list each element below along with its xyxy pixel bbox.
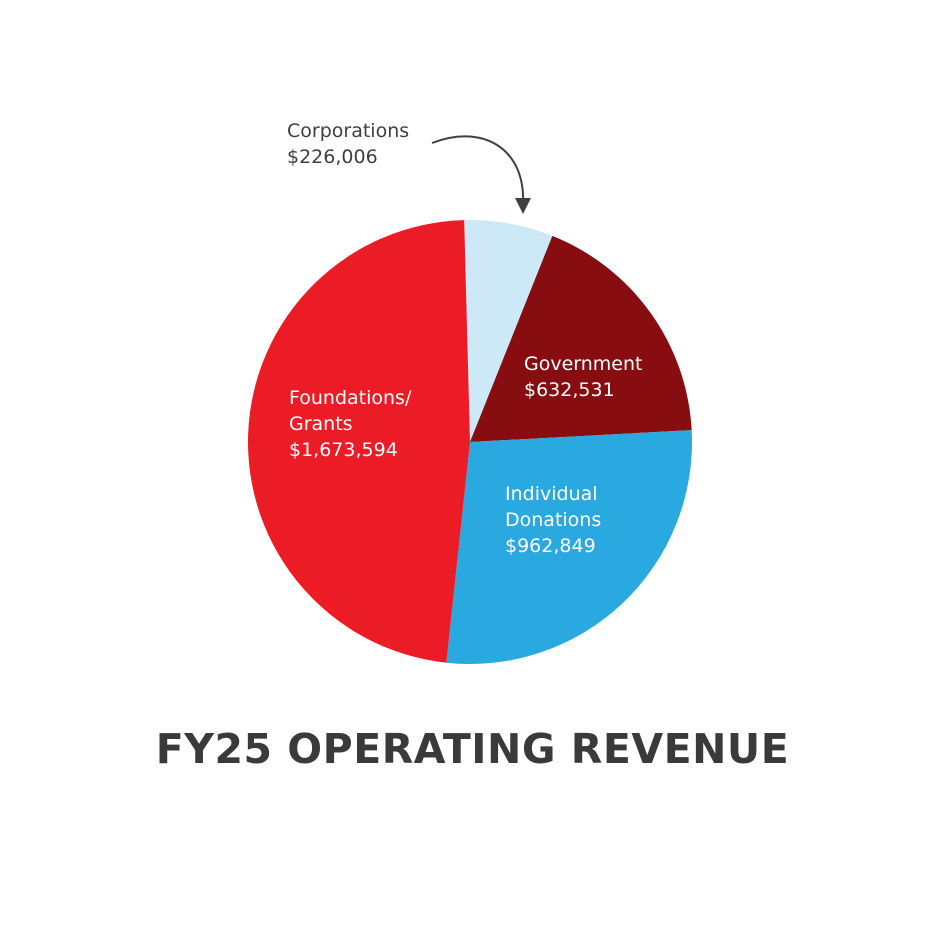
slice-category-label: Donations xyxy=(505,509,601,531)
pie-slice-government xyxy=(470,235,692,442)
slice-category-label: Corporations xyxy=(287,120,409,142)
pie-slice-foundations-grants xyxy=(248,220,470,663)
pie-slices xyxy=(248,220,692,665)
slice-value-label: $1,673,594 xyxy=(289,439,398,461)
slice-label: Government $632,531 xyxy=(524,353,643,401)
slice-category-label: Grants xyxy=(289,413,353,435)
pie-labels: Corporations $226,006 Government $632,531 In… xyxy=(287,120,643,557)
slice-label: Individual Donations $962,849 xyxy=(505,483,601,557)
slice-label: Corporations $226,006 xyxy=(287,120,409,168)
chart-title: FY25 OPERATING REVENUE xyxy=(155,725,790,773)
slice-value-label: $632,531 xyxy=(524,379,615,401)
pie-slice-corporations xyxy=(464,220,553,442)
slice-category-label: Government xyxy=(524,353,643,375)
slice-category-label: Individual xyxy=(505,483,598,505)
pie-slice-individual-donations xyxy=(446,430,692,665)
annotation-arrow-head xyxy=(515,198,531,214)
slice-value-label: $962,849 xyxy=(505,535,596,557)
slice-value-label: $226,006 xyxy=(287,146,378,168)
annotation-arrow-line xyxy=(431,135,525,206)
slice-category-label: Foundations/ xyxy=(289,387,412,409)
slice-label: Foundations/Grants $1,673,594 xyxy=(289,387,412,461)
annotation xyxy=(431,135,531,214)
